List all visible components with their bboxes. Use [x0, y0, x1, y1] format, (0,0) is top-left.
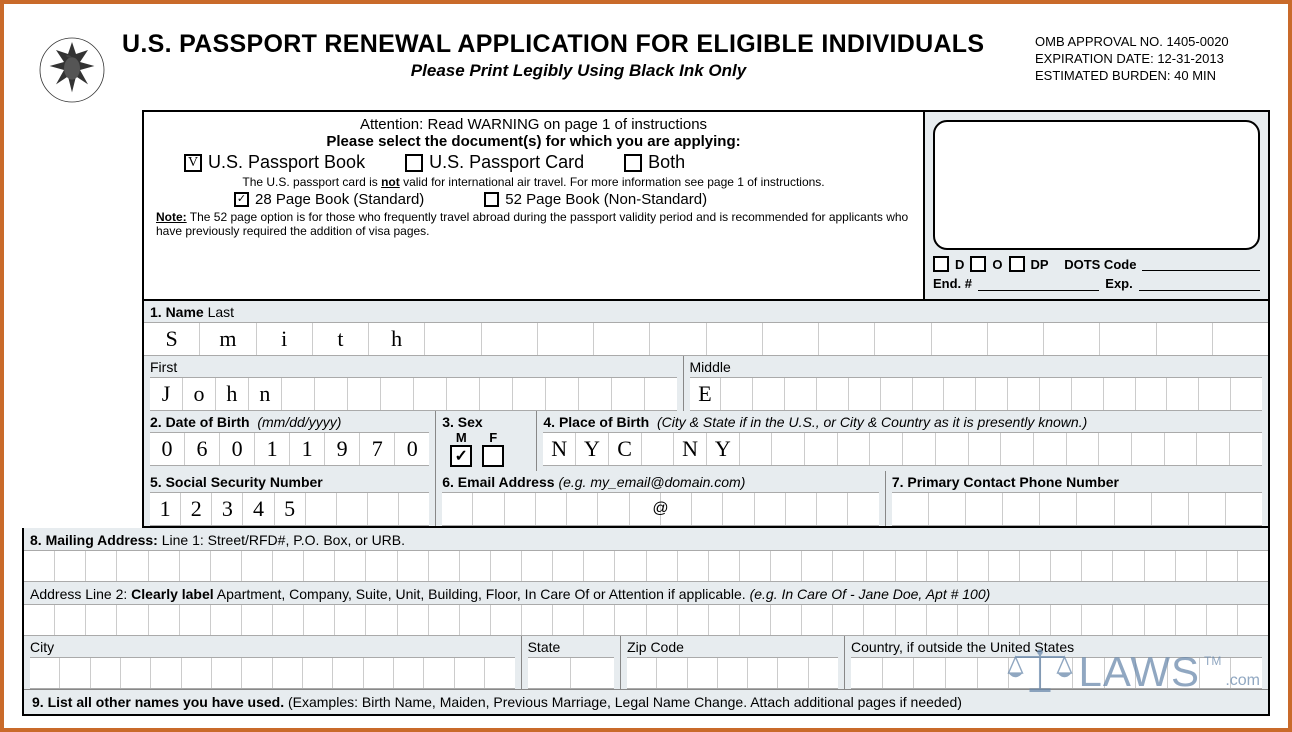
card-note: The U.S. passport card is not valid for … [154, 175, 913, 189]
form-subtitle: Please Print Legibly Using Black Ink Onl… [122, 61, 1035, 81]
checkbox-28-page[interactable]: ✓28 Page Book (Standard) [234, 191, 424, 208]
state-input[interactable] [528, 657, 615, 689]
city-label: City [30, 639, 515, 655]
state-label: State [528, 639, 615, 655]
ssn-label: 5. Social Security Number [150, 474, 323, 490]
omb-burden: ESTIMATED BURDEN: 40 MIN [1035, 68, 1270, 85]
ssn-input[interactable]: 12345 [150, 492, 429, 526]
note-52-page: Note: The 52 page option is for those wh… [154, 210, 913, 238]
document-frame: U.S. PASSPORT RENEWAL APPLICATION FOR EL… [0, 0, 1292, 732]
middle-label: Middle [690, 359, 1262, 375]
sex-m-checkbox[interactable]: ✓ [450, 445, 472, 467]
dob-input[interactable]: 06011970 [150, 432, 429, 466]
dots-code-field[interactable] [1142, 257, 1260, 271]
sex-f-checkbox[interactable] [482, 445, 504, 467]
photo-box [933, 120, 1260, 250]
first-name-input[interactable]: John [150, 377, 677, 411]
address-line2-input[interactable] [24, 604, 1268, 636]
upper-section: Attention: Read WARNING on page 1 of ins… [142, 110, 1270, 528]
zip-input[interactable] [627, 657, 838, 689]
city-input[interactable] [30, 657, 515, 689]
name-section: 1. Name Last Smith First John Middle E 2… [142, 301, 1270, 528]
omb-approval: OMB APPROVAL NO. 1405-0020 [1035, 34, 1270, 51]
form-title: U.S. PASSPORT RENEWAL APPLICATION FOR EL… [122, 30, 1035, 59]
checkbox-passport-card[interactable]: U.S. Passport Card [405, 152, 584, 173]
omb-expiration: EXPIRATION DATE: 12-31-2013 [1035, 51, 1270, 68]
select-title: Please select the document(s) for which … [154, 133, 913, 150]
checkbox-52-page[interactable]: 52 Page Book (Non-Standard) [484, 191, 707, 208]
scales-icon [1005, 646, 1075, 696]
checkbox-passport-book[interactable]: VU.S. Passport Book [184, 152, 365, 173]
form-page: U.S. PASSPORT RENEWAL APPLICATION FOR EL… [12, 12, 1280, 720]
zip-label: Zip Code [627, 639, 838, 655]
phone-label: 7. Primary Contact Phone Number [892, 474, 1119, 490]
last-name-input[interactable]: Smith [144, 322, 1268, 356]
exp-field[interactable] [1139, 277, 1260, 291]
form-header: U.S. PASSPORT RENEWAL APPLICATION FOR EL… [12, 12, 1280, 110]
phone-input[interactable] [892, 492, 1262, 526]
us-seal-icon [32, 30, 112, 110]
pob-input[interactable]: NYCNY [543, 432, 1262, 466]
first-label: First [150, 359, 677, 375]
checkbox-o[interactable] [970, 256, 986, 272]
checkbox-d[interactable] [933, 256, 949, 272]
warning-line: Attention: Read WARNING on page 1 of ins… [154, 116, 913, 133]
email-input[interactable] [442, 492, 879, 526]
checkbox-both[interactable]: Both [624, 152, 685, 173]
middle-name-input[interactable]: E [690, 377, 1262, 411]
end-number-field[interactable] [978, 277, 1099, 291]
omb-block: OMB APPROVAL NO. 1405-0020 EXPIRATION DA… [1035, 30, 1270, 85]
sex-label: 3. Sex [442, 414, 482, 430]
office-use-box: D O DP DOTS Code End. # Exp. [925, 112, 1270, 301]
address-line1-input[interactable] [24, 550, 1268, 582]
document-selection: Attention: Read WARNING on page 1 of ins… [142, 112, 925, 301]
checkbox-dp[interactable] [1009, 256, 1025, 272]
laws-watermark: LAWS TM .com [1005, 646, 1260, 696]
